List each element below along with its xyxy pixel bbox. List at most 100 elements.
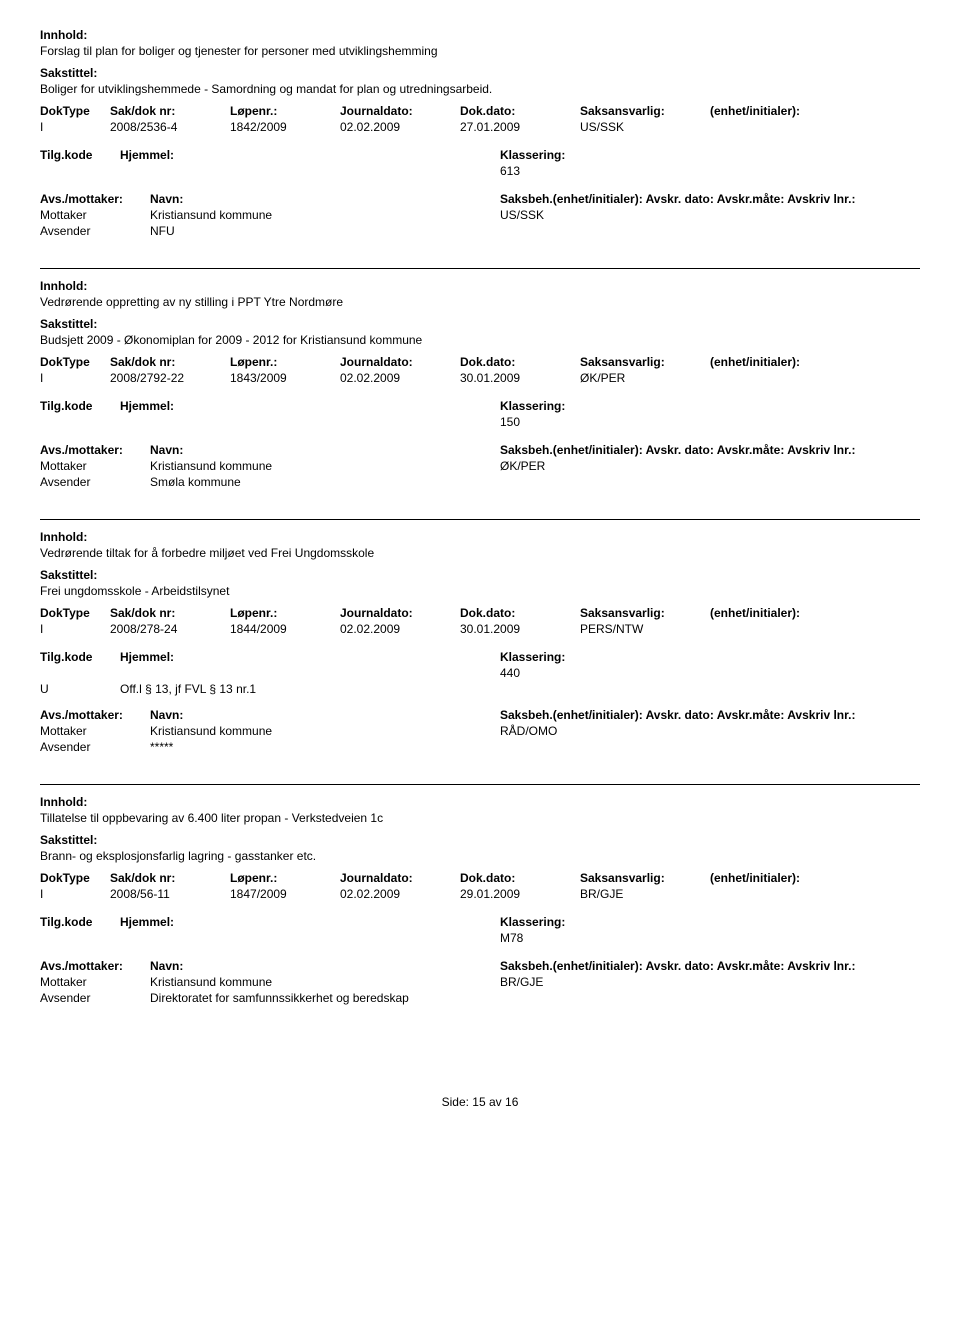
klassering-value: 613 [500, 164, 565, 178]
value-row: I 2008/2536-4 1842/2009 02.02.2009 27.01… [40, 120, 920, 134]
sakstittel-label: Sakstittel: [40, 833, 920, 847]
innhold-text: Vedrørende oppretting av ny stilling i P… [40, 295, 920, 309]
avsmottaker-header: Avs./mottaker: [40, 443, 150, 457]
tilg-row: Tilg.kode Hjemmel: Klassering: M78 [40, 915, 920, 945]
doktype-value: I [40, 622, 110, 636]
lopenr-header: Løpenr.: [230, 355, 340, 369]
lopenr-header: Løpenr.: [230, 104, 340, 118]
enhet-value [710, 887, 860, 901]
page-footer: Side: 15 av 16 [40, 1095, 920, 1109]
avsender-name: NFU [150, 224, 500, 238]
column-headers: DokType Sak/dok nr: Løpenr.: Journaldato… [40, 606, 920, 620]
hjemmel-label: Hjemmel: [120, 915, 500, 945]
dokdato-header: Dok.dato: [460, 606, 580, 620]
saksbeh-header: Saksbeh.(enhet/initialer): Avskr. dato: … [500, 443, 900, 457]
klassering-value: 440 [500, 666, 565, 680]
innhold-label: Innhold: [40, 279, 920, 293]
sakstittel-label: Sakstittel: [40, 66, 920, 80]
avsender-row: Avsender Direktoratet for samfunnssikker… [40, 991, 920, 1005]
saknr-value: 2008/56-11 [110, 887, 230, 901]
saksansvarlig-header: Saksansvarlig: [580, 871, 710, 885]
saksbeh-header: Saksbeh.(enhet/initialer): Avskr. dato: … [500, 192, 900, 206]
klassering-label: Klassering: [500, 399, 565, 413]
enhet-header: (enhet/initialer): [710, 104, 860, 118]
klassering-value: M78 [500, 931, 565, 945]
lopenr-header: Løpenr.: [230, 871, 340, 885]
mottaker-saksbeh: ØK/PER [500, 459, 900, 473]
avsender-label: Avsender [40, 740, 150, 754]
tilgkode-label: Tilg.kode [40, 915, 120, 945]
mottaker-label: Mottaker [40, 975, 150, 989]
saksansvarlig-value: ØK/PER [580, 371, 710, 385]
mottaker-saksbeh: US/SSK [500, 208, 900, 222]
dokdato-value: 27.01.2009 [460, 120, 580, 134]
saksbeh-header: Saksbeh.(enhet/initialer): Avskr. dato: … [500, 708, 900, 722]
hjemmel-value-row: U Off.l § 13, jf FVL § 13 nr.1 [40, 682, 920, 696]
journaldato-value: 02.02.2009 [340, 622, 460, 636]
enhet-value [710, 371, 860, 385]
mottaker-row: Mottaker Kristiansund kommune ØK/PER [40, 459, 920, 473]
avsender-name: ***** [150, 740, 500, 754]
mottaker-saksbeh: RÅD/OMO [500, 724, 900, 738]
hjemmel-label: Hjemmel: [120, 399, 500, 429]
innhold-label: Innhold: [40, 530, 920, 544]
enhet-value [710, 120, 860, 134]
saknr-header: Sak/dok nr: [110, 104, 230, 118]
lopenr-value: 1844/2009 [230, 622, 340, 636]
doktype-header: DokType [40, 871, 110, 885]
doktype-value: I [40, 120, 110, 134]
footer-side-label: Side: [442, 1095, 469, 1109]
avs-header-row: Avs./mottaker: Navn: Saksbeh.(enhet/init… [40, 443, 920, 457]
saksansvarlig-value: PERS/NTW [580, 622, 710, 636]
dokdato-header: Dok.dato: [460, 355, 580, 369]
doktype-value: I [40, 887, 110, 901]
journaldato-header: Journaldato: [340, 871, 460, 885]
saknr-header: Sak/dok nr: [110, 871, 230, 885]
doktype-header: DokType [40, 355, 110, 369]
value-row: I 2008/2792-22 1843/2009 02.02.2009 30.0… [40, 371, 920, 385]
journal-entry: Innhold: Vedrørende oppretting av ny sti… [40, 279, 920, 520]
avsmottaker-header: Avs./mottaker: [40, 192, 150, 206]
tilg-row: Tilg.kode Hjemmel: Klassering: 150 [40, 399, 920, 429]
klassering-label: Klassering: [500, 915, 565, 929]
mottaker-row: Mottaker Kristiansund kommune US/SSK [40, 208, 920, 222]
navn-header: Navn: [150, 443, 500, 457]
mottaker-row: Mottaker Kristiansund kommune BR/GJE [40, 975, 920, 989]
saksbeh-header: Saksbeh.(enhet/initialer): Avskr. dato: … [500, 959, 900, 973]
mottaker-label: Mottaker [40, 459, 150, 473]
journaldato-value: 02.02.2009 [340, 371, 460, 385]
hjemmel-label: Hjemmel: [120, 148, 500, 178]
saknr-header: Sak/dok nr: [110, 355, 230, 369]
doktype-header: DokType [40, 104, 110, 118]
hjemmel-value: Off.l § 13, jf FVL § 13 nr.1 [120, 682, 500, 696]
avsender-label: Avsender [40, 224, 150, 238]
doktype-header: DokType [40, 606, 110, 620]
footer-total: 16 [505, 1095, 518, 1109]
klassering-label: Klassering: [500, 650, 565, 664]
dokdato-value: 30.01.2009 [460, 371, 580, 385]
mottaker-name: Kristiansund kommune [150, 208, 500, 222]
tilgkode-value: U [40, 682, 120, 696]
avs-header-row: Avs./mottaker: Navn: Saksbeh.(enhet/init… [40, 959, 920, 973]
innhold-label: Innhold: [40, 28, 920, 42]
navn-header: Navn: [150, 192, 500, 206]
journal-entry: Innhold: Tillatelse til oppbevaring av 6… [40, 795, 920, 1035]
mottaker-saksbeh: BR/GJE [500, 975, 900, 989]
tilgkode-label: Tilg.kode [40, 650, 120, 680]
sakstittel-label: Sakstittel: [40, 317, 920, 331]
journaldato-value: 02.02.2009 [340, 887, 460, 901]
mottaker-row: Mottaker Kristiansund kommune RÅD/OMO [40, 724, 920, 738]
sakstittel-text: Brann- og eksplosjonsfarlig lagring - ga… [40, 849, 920, 863]
dokdato-value: 30.01.2009 [460, 622, 580, 636]
avsender-name: Direktoratet for samfunnssikkerhet og be… [150, 991, 500, 1005]
enhet-header: (enhet/initialer): [710, 606, 860, 620]
saksansvarlig-header: Saksansvarlig: [580, 355, 710, 369]
saksansvarlig-header: Saksansvarlig: [580, 104, 710, 118]
lopenr-value: 1847/2009 [230, 887, 340, 901]
lopenr-value: 1842/2009 [230, 120, 340, 134]
avsender-row: Avsender ***** [40, 740, 920, 754]
avs-header-row: Avs./mottaker: Navn: Saksbeh.(enhet/init… [40, 192, 920, 206]
innhold-text: Vedrørende tiltak for å forbedre miljøet… [40, 546, 920, 560]
value-row: I 2008/56-11 1847/2009 02.02.2009 29.01.… [40, 887, 920, 901]
tilg-row: Tilg.kode Hjemmel: Klassering: 613 [40, 148, 920, 178]
